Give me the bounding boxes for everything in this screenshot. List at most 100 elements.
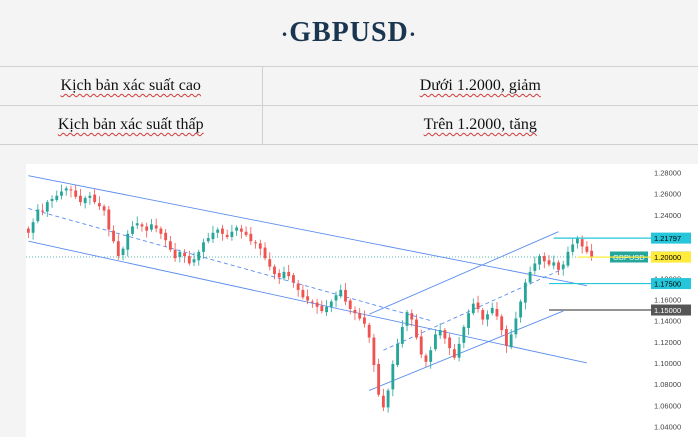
candle-body — [69, 189, 73, 191]
candle-body — [315, 302, 319, 307]
candle-body — [509, 334, 513, 348]
candle-body — [486, 314, 489, 320]
candle-body — [97, 203, 101, 207]
candle-body — [173, 249, 177, 259]
candle-body — [192, 259, 196, 263]
candle-body — [287, 271, 291, 277]
candle-body — [60, 191, 63, 196]
candle-body — [310, 301, 314, 303]
candle-body — [339, 289, 343, 297]
candle-body — [221, 228, 224, 234]
candle-body — [239, 228, 243, 232]
candle-body — [140, 224, 144, 227]
candle-body — [206, 238, 210, 242]
table-row: Kịch bản xác suất cao Dưới 1.2000, giảm — [0, 66, 698, 106]
candle-body — [523, 282, 527, 303]
scenario-value: Trên 1.2000, tăng — [423, 116, 537, 133]
y-tick-label: 1.10000 — [654, 359, 681, 368]
channel-line — [368, 231, 559, 315]
candle-body — [400, 326, 404, 344]
candle-body — [462, 326, 466, 343]
candle-body — [566, 251, 570, 266]
candle-body — [164, 232, 168, 241]
candle-body — [528, 271, 532, 283]
candle-body — [443, 330, 447, 339]
y-tick-label: 1.12000 — [654, 338, 681, 347]
candle-body — [386, 390, 390, 408]
candle-body — [211, 232, 215, 240]
candle-body — [329, 301, 333, 307]
candle-body — [372, 337, 376, 366]
candle-body — [396, 343, 399, 366]
candle-body — [533, 263, 537, 271]
candle-body — [424, 355, 428, 362]
candle-body — [254, 242, 257, 244]
y-tick-label: 1.24000 — [654, 211, 681, 220]
y-tick-label: 1.04000 — [654, 422, 681, 431]
scenario-label-cell: Kịch bản xác suất thấp — [0, 105, 263, 145]
candle-body — [358, 313, 362, 319]
candle-body — [415, 319, 418, 338]
candle-body — [557, 262, 560, 270]
candle-body — [258, 243, 262, 249]
y-tick-label: 1.08000 — [654, 380, 681, 389]
candle-body — [41, 210, 44, 212]
candle-body — [320, 305, 324, 312]
level-tag-label: 1.21797 — [654, 234, 681, 243]
candle-body — [197, 251, 201, 261]
candle-body — [476, 302, 480, 309]
candle-body — [121, 248, 125, 255]
candle-body — [505, 329, 508, 346]
candle-body — [519, 301, 523, 318]
candle-body — [381, 395, 385, 408]
candle-body — [31, 222, 35, 233]
title-dot-right: · — [408, 21, 418, 47]
candle-body — [64, 188, 68, 191]
candle-body — [561, 264, 565, 269]
candle-body — [495, 308, 499, 317]
candle-body — [452, 349, 456, 358]
chart-svg[interactable]: 1.280001.260001.240001.220001.200001.180… — [26, 164, 698, 437]
candle-body — [79, 195, 82, 203]
candle-body — [74, 190, 78, 197]
candle-body — [202, 242, 205, 252]
candle-body — [585, 246, 589, 252]
level-tag — [651, 232, 691, 244]
channel-line — [368, 310, 564, 391]
candle-body — [102, 206, 106, 211]
candle-body — [363, 317, 366, 324]
candle-body — [273, 266, 276, 275]
candle-body — [50, 198, 54, 202]
candle-body — [471, 303, 475, 314]
candle-body — [88, 195, 92, 198]
candle-body — [168, 241, 172, 250]
candle-body — [292, 275, 295, 283]
scenario-label: Kịch bản xác suất cao — [60, 77, 201, 94]
candle-body — [249, 233, 253, 242]
candle-body — [467, 313, 470, 329]
level-tag-label: 1.15000 — [654, 306, 681, 315]
candle-body — [438, 330, 442, 336]
candle-body — [131, 226, 134, 234]
candle-body — [490, 307, 494, 314]
title-text: GBPUSD — [289, 17, 409, 48]
candle-body — [429, 350, 433, 362]
candle-body — [26, 228, 30, 233]
candle-body — [230, 231, 234, 238]
candle-body — [448, 337, 452, 349]
candle-body — [547, 260, 551, 265]
candle-body — [263, 247, 267, 259]
scenario-value-cell: Trên 1.2000, tăng — [262, 105, 698, 145]
y-tick-label: 1.28000 — [654, 168, 681, 177]
y-tick-label: 1.26000 — [654, 190, 681, 199]
candle-body — [296, 283, 300, 290]
candle-body — [301, 289, 305, 298]
channel-line — [28, 175, 587, 287]
candle-body — [405, 312, 409, 326]
candle-body — [83, 197, 87, 204]
candle-body — [268, 259, 272, 267]
level-tag-label: 1.17500 — [654, 280, 681, 289]
candle-body — [434, 334, 437, 350]
price-chart[interactable]: 1.280001.260001.240001.220001.200001.180… — [26, 164, 698, 437]
candle-body — [178, 251, 182, 258]
